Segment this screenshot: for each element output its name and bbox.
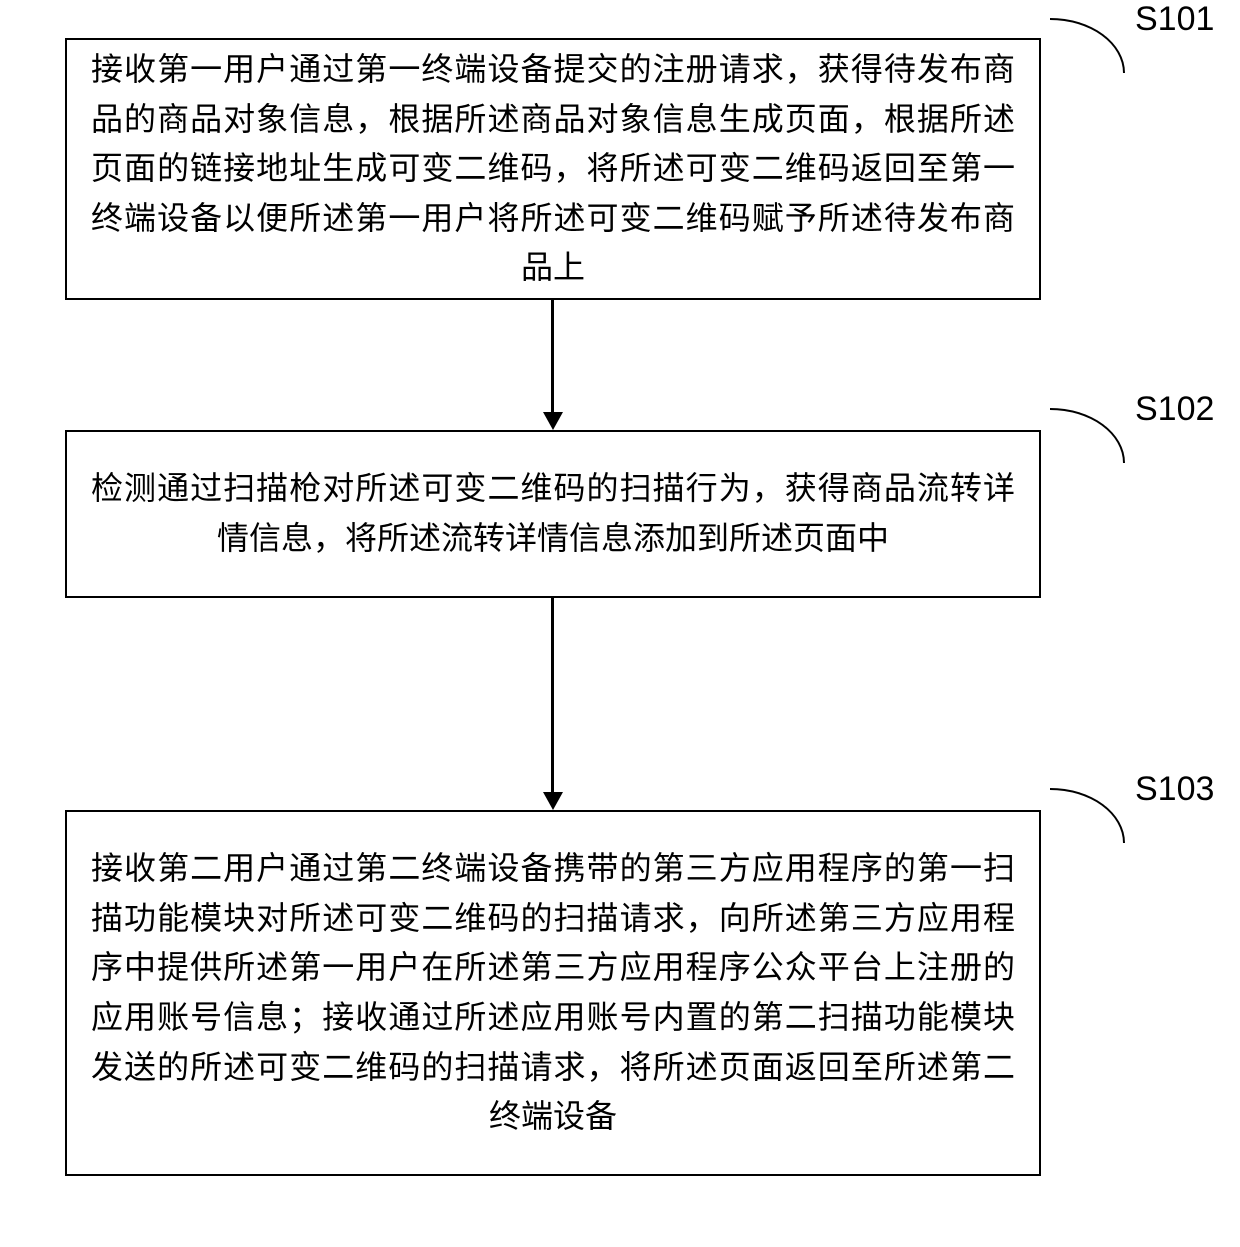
step-label-s103: S103 bbox=[1135, 770, 1214, 809]
label-connector-s101 bbox=[1050, 18, 1125, 73]
arrow-head-2 bbox=[543, 792, 563, 810]
flowchart-container: 接收第一用户通过第一终端设备提交的注册请求，获得待发布商品的商品对象信息，根据所… bbox=[0, 0, 1240, 1247]
flowchart-step-s102: 检测通过扫描枪对所述可变二维码的扫描行为，获得商品流转详情信息，将所述流转详情信… bbox=[65, 430, 1041, 598]
arrow-line-1 bbox=[551, 300, 554, 412]
step-text: 接收第一用户通过第一终端设备提交的注册请求，获得待发布商品的商品对象信息，根据所… bbox=[91, 45, 1015, 293]
label-connector-s102 bbox=[1050, 408, 1125, 463]
step-text: 检测通过扫描枪对所述可变二维码的扫描行为，获得商品流转详情信息，将所述流转详情信… bbox=[91, 464, 1015, 563]
step-label-s102: S102 bbox=[1135, 390, 1214, 429]
flowchart-step-s103: 接收第二用户通过第二终端设备携带的第三方应用程序的第一扫描功能模块对所述可变二维… bbox=[65, 810, 1041, 1176]
flowchart-step-s101: 接收第一用户通过第一终端设备提交的注册请求，获得待发布商品的商品对象信息，根据所… bbox=[65, 38, 1041, 300]
step-label-s101: S101 bbox=[1135, 0, 1214, 39]
arrow-line-2 bbox=[551, 598, 554, 792]
step-text: 接收第二用户通过第二终端设备携带的第三方应用程序的第一扫描功能模块对所述可变二维… bbox=[91, 844, 1015, 1142]
arrow-head-1 bbox=[543, 412, 563, 430]
label-connector-s103 bbox=[1050, 788, 1125, 843]
